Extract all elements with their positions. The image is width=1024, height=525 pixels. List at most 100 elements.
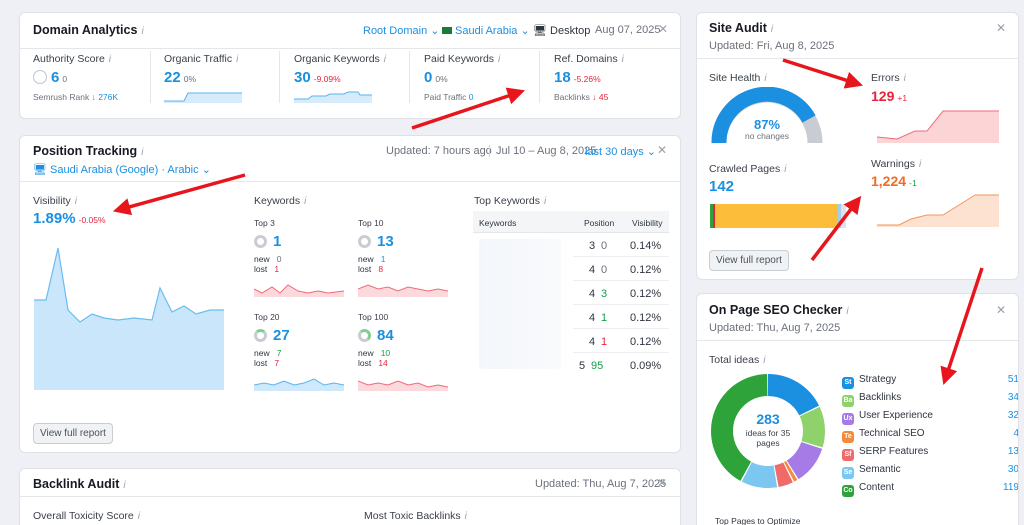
flag-icon xyxy=(442,27,452,34)
legend-value[interactable]: 32 xyxy=(1007,410,1019,421)
divider xyxy=(697,340,1018,341)
group-value: 84 xyxy=(358,327,458,344)
category-badge-icon: Se xyxy=(842,467,854,479)
top-pages-label: Top Pages to Optimize xyxy=(715,516,801,525)
close-icon[interactable]: ✕ xyxy=(996,21,1007,35)
errors-sparkline xyxy=(877,110,999,143)
column-header: Position xyxy=(584,218,615,228)
group-value: 13 xyxy=(358,233,458,250)
top3-sparkline xyxy=(254,284,344,297)
warnings-value: 1,224 -1 xyxy=(871,173,917,189)
site-audit-card: Site Audit i ✕ Updated: Fri, Aug 8, 2025 … xyxy=(696,12,1019,280)
top100-sparkline xyxy=(358,380,448,391)
site-audit-title: Site Audit i xyxy=(709,21,774,35)
domain-analytics-title: Domain Analytics i xyxy=(33,23,144,37)
category-badge-icon: Te xyxy=(842,431,854,443)
chevron-down-icon: ⌄ xyxy=(520,25,530,37)
crawled-pages-bar xyxy=(710,204,846,228)
legend-item-semantic[interactable]: Se Semantic 30 xyxy=(842,464,1018,479)
group-value: 27 xyxy=(254,327,354,344)
view-full-report-button[interactable]: View full report xyxy=(33,423,113,444)
desktop-icon: 🖥 xyxy=(533,25,547,37)
legend-item-user-experience[interactable]: Ux User Experience 32 xyxy=(842,410,1018,425)
warnings-sparkline xyxy=(877,194,999,227)
root-domain-dropdown[interactable]: Root Domain ⌄ xyxy=(363,25,440,37)
info-icon: i xyxy=(141,147,144,158)
table-row[interactable]: 4 1 0.12% xyxy=(573,306,669,329)
legend-item-technical-seo[interactable]: Te Technical SEO 4 xyxy=(842,428,1018,443)
ref-domains-value: 18 -5.26% xyxy=(554,69,601,86)
legend-label: Technical SEO xyxy=(859,428,925,439)
chevron-down-icon: ⌄ xyxy=(646,146,656,158)
metric-label: Organic Traffic i xyxy=(164,53,239,65)
donut-slice-content[interactable] xyxy=(711,374,825,488)
legend-item-serp-features[interactable]: Sf SERP Features 13 xyxy=(842,446,1018,461)
most-toxic-label: Most Toxic Backlinks i xyxy=(364,510,467,522)
domain-analytics-card: Domain Analytics i Root Domain ⌄ Saudi Ar… xyxy=(19,12,681,119)
overall-toxicity-label: Overall Toxicity Score i xyxy=(33,510,140,522)
legend-value[interactable]: 30 xyxy=(1007,464,1019,475)
crawled-pages-value: 142 xyxy=(709,178,735,195)
close-icon[interactable]: ✕ xyxy=(996,303,1007,317)
table-row[interactable]: 5 95 0.09% xyxy=(579,360,662,372)
legend-value[interactable]: 4 xyxy=(1013,428,1019,439)
donut-slice-semantic[interactable] xyxy=(711,374,825,488)
view-full-report-button[interactable]: View full report xyxy=(709,250,789,271)
table-row[interactable]: 3 0 0.14% xyxy=(573,234,669,257)
category-badge-icon: Ba xyxy=(842,395,854,407)
organic-keywords-value: 30 -9.09% xyxy=(294,69,341,86)
visibility-value: 1.89% -0.05% xyxy=(33,210,106,227)
position-tracking-card: Position Tracking i Updated: 7 hours ago … xyxy=(19,135,681,453)
legend-value[interactable]: 34 xyxy=(1007,392,1019,403)
close-icon[interactable]: ✕ xyxy=(657,143,668,157)
visibility-chart xyxy=(34,247,224,390)
legend-item-content[interactable]: Co Content 119 xyxy=(842,482,1018,497)
category-badge-icon: Co xyxy=(842,485,854,497)
column-header: Visibility xyxy=(632,218,663,228)
divider xyxy=(20,181,680,182)
organic-keywords-sparkline xyxy=(294,91,372,103)
total-ideas-label: Total ideas i xyxy=(709,354,766,366)
legend-value[interactable]: 51 xyxy=(1007,374,1019,385)
table-row[interactable]: 4 3 0.12% xyxy=(573,282,669,305)
donut-slice-strategy[interactable] xyxy=(711,374,825,488)
legend-item-strategy[interactable]: St Strategy 51 xyxy=(842,374,1018,389)
site-health-label: Site Health i xyxy=(709,72,767,84)
table-row[interactable]: 4 1 0.12% xyxy=(573,330,669,353)
site-health-sub: no changes xyxy=(745,131,789,141)
period-dropdown[interactable]: last 30 days ⌄ xyxy=(585,146,656,158)
keyword-group-top100: Top 100 84 new 10 lost 14 xyxy=(358,312,458,397)
info-icon: i xyxy=(846,306,849,317)
group-value: 1 xyxy=(254,233,354,250)
close-icon[interactable]: ✕ xyxy=(658,22,669,36)
close-icon[interactable]: ✕ xyxy=(657,476,668,490)
legend-label: SERP Features xyxy=(859,446,929,457)
domain-analytics-header: Domain Analytics i Root Domain ⌄ Saudi Ar… xyxy=(20,13,680,49)
keyword-group-top10: Top 10 13 new 1 lost 8 xyxy=(358,218,458,303)
country-dropdown[interactable]: Saudi Arabia ⌄ xyxy=(442,24,530,37)
errors-value: 129 +1 xyxy=(871,88,908,104)
legend-label: Strategy xyxy=(859,374,897,385)
legend-value[interactable]: 13 xyxy=(1007,446,1019,457)
info-icon: i xyxy=(123,480,126,491)
desktop-icon: 🖥 xyxy=(33,164,47,176)
donut-slice-backlinks[interactable] xyxy=(711,374,825,488)
metric-label: Paid Keywords i xyxy=(424,53,501,65)
updated-label: Updated: 7 hours ago xyxy=(386,145,492,157)
table-header: Keywords Position Visibility xyxy=(473,211,669,233)
table-row[interactable]: 4 0 0.12% xyxy=(573,258,669,281)
date-range: Jul 10 – Aug 8, 2025 xyxy=(489,145,596,157)
info-icon: i xyxy=(141,26,144,37)
visibility-label: Visibility i xyxy=(33,195,77,207)
metric-label: Authority Score i xyxy=(33,53,112,65)
category-badge-icon: St xyxy=(842,377,854,389)
top20-sparkline xyxy=(254,378,344,391)
device-dropdown[interactable]: 🖥 Desktop xyxy=(533,25,591,37)
blurred-keywords xyxy=(479,239,561,369)
legend-item-backlinks[interactable]: Ba Backlinks 34 xyxy=(842,392,1018,407)
site-health-value: 87% xyxy=(753,117,781,132)
location-dropdown[interactable]: 🖥 Saudi Arabia (Google) · Arabic ⌄ xyxy=(33,164,211,176)
top10-sparkline xyxy=(358,284,448,297)
divider xyxy=(539,51,540,103)
legend-value[interactable]: 119 xyxy=(1003,482,1019,493)
